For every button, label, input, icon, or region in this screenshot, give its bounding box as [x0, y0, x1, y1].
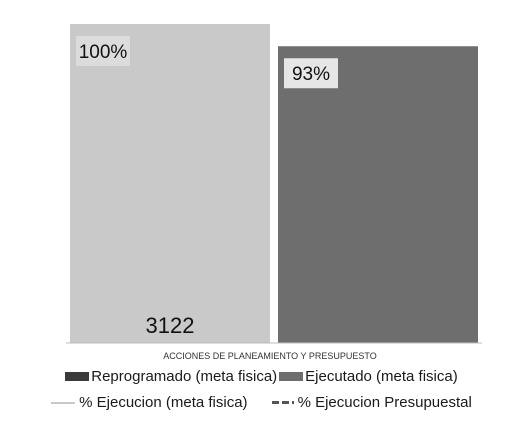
data-label-reprogramado: 3122	[146, 313, 195, 338]
bars-layer	[66, 23, 482, 344]
legend-row-bars: Reprogramado (meta fisica) Ejecutado (me…	[0, 368, 523, 385]
legend-label-reprogramado: Reprogramado (meta fisica)	[91, 368, 278, 385]
legend-label-pct-fisica: % Ejecucion (meta fisica)	[79, 394, 248, 411]
bar-ejecutado	[278, 46, 478, 344]
legend-swatch-reprogramado	[65, 372, 90, 381]
legend-item-pct-presupuestal: % Ejecucion Presupuestal	[271, 394, 472, 411]
percent-label-ejecutado: 93%	[292, 64, 330, 85]
legend-line-pct-fisica	[51, 401, 76, 404]
bar-reprogramado	[70, 23, 270, 344]
labels-layer: 100% 3122 93%	[76, 35, 338, 338]
legend-line-pct-presupuestal	[271, 401, 294, 404]
percent-label-reprogramado: 100%	[79, 42, 128, 63]
legend-swatch-ejecutado	[279, 372, 304, 381]
legend-item-reprogramado: Reprogramado (meta fisica)	[65, 368, 277, 385]
legend-item-ejecutado: Ejecutado (meta fisica)	[279, 368, 458, 385]
percent-label-box-reprogramado	[76, 35, 130, 66]
percent-label-box-ejecutado	[284, 58, 338, 89]
legend-row-lines: % Ejecucion (meta fisica) % Ejecucion Pr…	[0, 394, 523, 411]
legend-item-pct-fisica: % Ejecucion (meta fisica)	[51, 394, 248, 411]
x-axis-title: ACCIONES DE PLANEAMIENTO Y PRESUPUESTO	[163, 351, 376, 361]
legend-label-pct-presupuestal: % Ejecucion Presupuestal	[297, 394, 472, 411]
legend-label-ejecutado: Ejecutado (meta fisica)	[305, 368, 458, 385]
